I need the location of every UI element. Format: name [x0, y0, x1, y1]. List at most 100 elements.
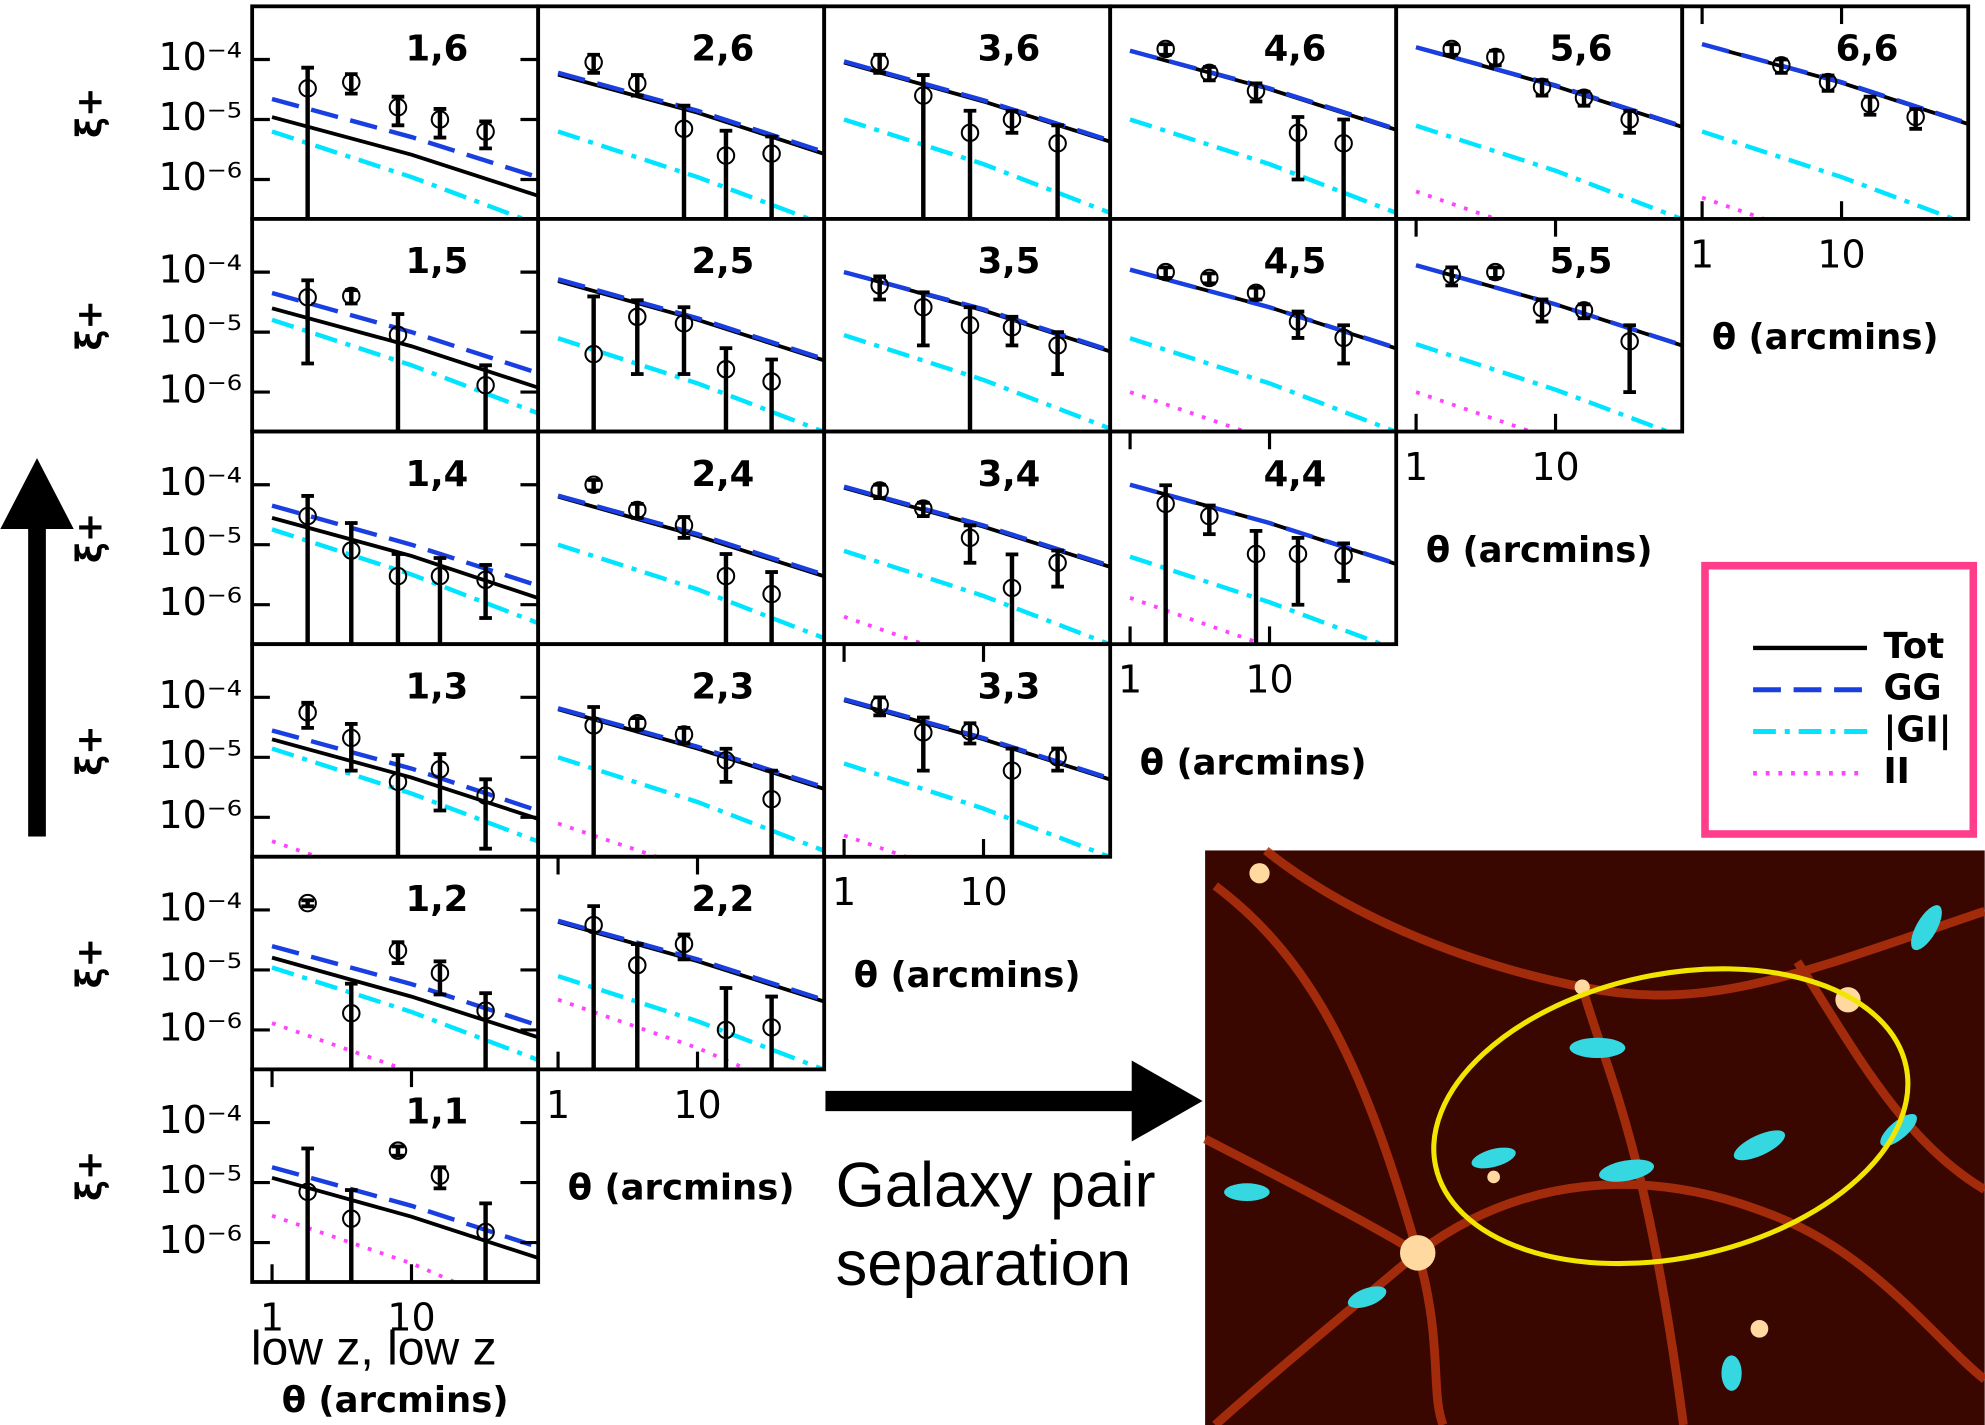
- x-tick-label: 1: [1118, 658, 1142, 702]
- bin-note: low z, low z: [251, 1321, 497, 1375]
- x-tick-label: 1: [1404, 445, 1428, 489]
- x-tick-label: 10: [1531, 445, 1579, 489]
- panel-frame: [538, 6, 824, 219]
- y-tick-label: 10⁻⁴: [158, 460, 242, 504]
- y-axis-label: ξ+: [69, 87, 110, 138]
- y-axis-label: ξ+: [69, 938, 110, 989]
- panel-title: 2,6: [692, 29, 755, 70]
- y-tick-label: 10⁻⁴: [158, 1098, 242, 1142]
- y-axis-label: ξ+: [69, 300, 110, 351]
- panel: 2,5: [538, 219, 824, 432]
- panel-title: 1,6: [406, 29, 469, 70]
- panel-frame: [1396, 219, 1682, 432]
- y-axis-label: ξ+: [69, 725, 110, 776]
- panel-title: 3,4: [978, 454, 1041, 495]
- y-tick-label: 10⁻⁶: [158, 793, 242, 837]
- panel-title: 3,6: [978, 29, 1041, 70]
- panel: 1,4 10⁻⁴ 10⁻⁵ 10⁻⁶ ξ+: [69, 432, 538, 645]
- y-tick-label: 10⁻⁶: [158, 1005, 242, 1049]
- panel-title: 1,4: [406, 454, 469, 495]
- panel-frame: [824, 6, 1110, 219]
- panel-frame: [1682, 6, 1968, 219]
- x-tick-label: 10: [959, 870, 1007, 914]
- x-tick-label: 1: [1690, 232, 1714, 276]
- legend-label: II: [1883, 751, 1909, 792]
- y-tick-label: 10⁻⁵: [158, 95, 242, 139]
- panel-title: 2,5: [692, 241, 755, 282]
- panel-title: 3,5: [978, 241, 1041, 282]
- panel-title: 2,3: [692, 666, 755, 707]
- y-tick-label: 10⁻⁵: [158, 945, 242, 989]
- panel-title: 3,3: [978, 666, 1041, 707]
- panel: 6,6 1 10 θ (arcmins): [1682, 6, 1968, 358]
- panel-title: 6,6: [1836, 29, 1899, 70]
- panel-title: 2,4: [692, 454, 755, 495]
- x-axis-label: θ (arcmins): [1712, 317, 1939, 358]
- panel: 2,6: [538, 6, 824, 224]
- legend-label: GG: [1883, 668, 1941, 709]
- x-tick-label: 10: [673, 1083, 721, 1127]
- y-tick-label: 10⁻⁴: [158, 885, 242, 929]
- x-tick-label: 10: [387, 1295, 435, 1339]
- x-tick-label: 1: [546, 1083, 570, 1127]
- y-axis-label: ξ+: [69, 513, 110, 564]
- panel-frame: [824, 432, 1110, 645]
- panel: 4,6: [1110, 6, 1396, 219]
- caption: separation: [836, 1229, 1131, 1299]
- y-tick-label: 10⁻⁶: [158, 368, 242, 412]
- panel: 4,4 1 10 θ (arcmins): [1110, 432, 1396, 784]
- x-axis-label: θ (arcmins): [282, 1380, 509, 1421]
- page: {"chart_data": [ {"type":"line","title":…: [0, 0, 1985, 1425]
- panel: 3,5: [824, 219, 1110, 432]
- panel: 2,2 1 10 θ (arcmins): [538, 857, 824, 1209]
- panel: 3,3110θ (arcmins): [824, 644, 1110, 996]
- x-axis-label: θ (arcmins): [1140, 742, 1367, 783]
- panel-frame: [1110, 6, 1396, 219]
- figure: TotGG|GI|II low z, low z Galaxy pair sep…: [0, 0, 1985, 1425]
- caption: Galaxy pair: [836, 1150, 1156, 1220]
- panel-frame: [1110, 219, 1396, 432]
- y-tick-label: 10⁻⁴: [158, 35, 242, 79]
- y-tick-label: 10⁻⁶: [158, 1218, 242, 1262]
- y-tick-label: 10⁻⁵: [158, 308, 242, 352]
- panel: 5,5 1 10 θ (arcmins): [1396, 219, 1682, 571]
- x-axis-label: θ (arcmins): [1426, 530, 1653, 571]
- y-tick-label: 10⁻⁶: [158, 580, 242, 624]
- panel-title: 5,6: [1550, 29, 1613, 70]
- panel-frame: [538, 857, 824, 1070]
- legend-label: Tot: [1883, 626, 1944, 667]
- x-axis-label: θ (arcmins): [568, 1168, 795, 1209]
- panel-title: 1,5: [406, 241, 469, 282]
- y-tick-label: 10⁻⁵: [158, 520, 242, 564]
- panel: 1,510⁻⁴10⁻⁵10⁻⁶ξ+: [69, 219, 538, 432]
- panel-title: 1,1: [406, 1092, 469, 1133]
- x-tick-label: 1: [832, 870, 856, 914]
- panel: 3,6: [824, 6, 1110, 219]
- panel-frame: [824, 219, 1110, 432]
- panel-title: 2,2: [692, 879, 755, 920]
- panel-title: 4,5: [1264, 241, 1327, 282]
- panel-frame: [824, 644, 1110, 857]
- x-tick-label: 1: [260, 1295, 284, 1339]
- panel: 1,6 10⁻⁴ 10⁻⁵ 10⁻⁶ ξ+: [69, 6, 538, 224]
- x-tick-label: 10: [1817, 232, 1865, 276]
- x-tick-label: 10: [1245, 658, 1293, 702]
- panel: 2,4: [538, 432, 824, 645]
- simulation-image: [1205, 850, 1985, 1425]
- panel-frame: [538, 219, 824, 432]
- right-arrow: [825, 1061, 1202, 1142]
- y-tick-label: 10⁻⁴: [158, 673, 242, 717]
- legend-label: |GI|: [1883, 709, 1951, 750]
- panel-frame: [1110, 432, 1396, 645]
- panel-title: 1,2: [406, 879, 469, 920]
- panel-title: 4,6: [1264, 29, 1327, 70]
- y-axis-label: ξ+: [69, 1150, 110, 1201]
- panel-frame: [538, 644, 824, 857]
- panel-title: 5,5: [1550, 241, 1613, 282]
- y-tick-label: 10⁻⁵: [158, 1158, 242, 1202]
- panel-title: 4,4: [1264, 454, 1327, 495]
- panel-title: 1,3: [406, 666, 469, 707]
- y-tick-label: 10⁻⁶: [158, 155, 242, 199]
- panel-frame: [252, 6, 538, 219]
